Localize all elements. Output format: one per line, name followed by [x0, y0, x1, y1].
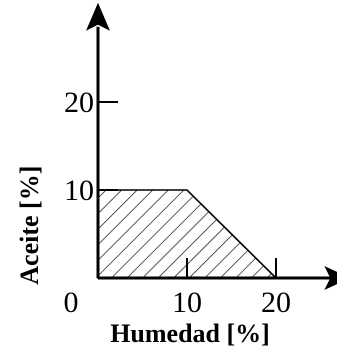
origin-label: 0: [64, 286, 79, 319]
y-axis-title: Aceite [%]: [15, 166, 44, 285]
x-axis-title: Humedad [%]: [110, 319, 270, 348]
x-tick-label-20: 20: [261, 286, 291, 319]
x-tick-label-10: 10: [172, 286, 202, 319]
x-axis-arrowhead: [324, 266, 337, 290]
y-tick-label-20: 20: [64, 86, 94, 119]
y-tick-label-10: 10: [64, 174, 94, 207]
y-axis-arrowhead: [86, 2, 110, 31]
